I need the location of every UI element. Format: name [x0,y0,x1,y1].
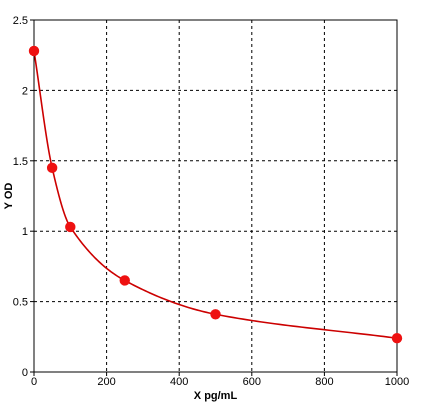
y-tick-label: 1.5 [13,156,28,168]
y-axis-label: Y OD [3,183,15,210]
y-tick-label: 0.5 [13,297,28,309]
data-point [28,45,40,57]
data-point [46,162,58,174]
y-tick-label: 1 [22,226,28,238]
fitted-curve-layer [33,50,398,340]
x-tick-label: 200 [97,376,115,388]
axis-ticks: 0 200 400 600 800 1000 0 0.5 1 1.5 2 2.5 [13,15,410,388]
y-tick-label: 2 [22,85,28,97]
y-tick-label: 2.5 [13,15,28,27]
grid-lines [34,20,397,372]
x-axis-label: X pg/mL [194,390,238,402]
x-tick-label: 1000 [385,376,409,388]
data-points [28,45,403,344]
y-tick-label: 0 [22,367,28,379]
x-tick-label: 800 [315,376,333,388]
x-tick-label: 0 [31,376,37,388]
x-tick-label: 600 [243,376,261,388]
data-point [119,275,130,286]
data-point [210,309,221,320]
data-point [391,333,403,344]
x-tick-label: 400 [170,376,188,388]
fitted-curve [33,50,398,340]
data-point [65,221,76,233]
plot-frame [33,19,398,373]
